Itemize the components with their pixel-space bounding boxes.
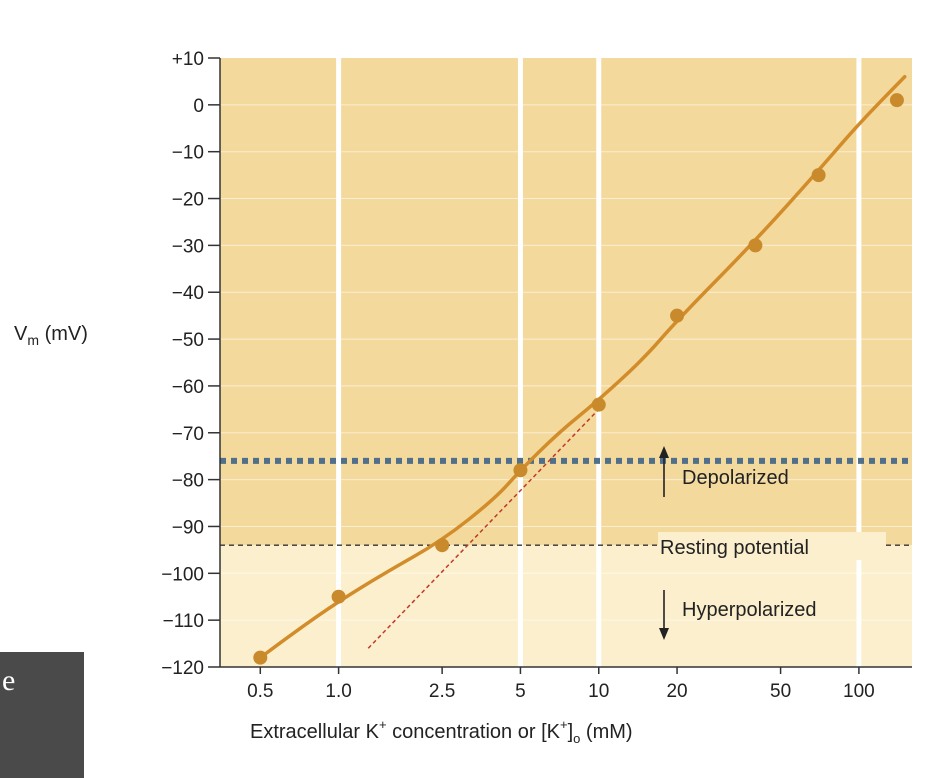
resting-label-bg [658, 532, 886, 560]
y-axis-title: Vm (mV) [14, 323, 88, 348]
y-tick-label: −90 [172, 517, 204, 538]
corner-text: e [2, 664, 16, 697]
data-point [331, 589, 346, 604]
up-arrowhead [659, 446, 669, 458]
y-tick-label: −10 [172, 143, 204, 164]
resting-potential-label: Resting potential [660, 537, 809, 559]
hyperpolarized-label: Hyperpolarized [682, 599, 817, 621]
y-tick-label: −50 [172, 330, 204, 351]
corner-panel: e [0, 652, 84, 778]
y-tick-label: −40 [172, 283, 204, 304]
data-point [591, 397, 606, 412]
x-tick-label: 10 [588, 681, 609, 702]
y-tick-label: −80 [172, 471, 204, 492]
y-tick-label: −30 [172, 236, 204, 257]
x-axis-title: Extracellular K+ concentration or [K+]o … [250, 717, 633, 746]
y-tick-label: +10 [172, 49, 204, 70]
x-tick-label: 0.5 [247, 681, 273, 702]
y-tick-label: −120 [161, 658, 204, 679]
data-point [253, 650, 268, 665]
x-tick-label: 20 [666, 681, 687, 702]
data-point [748, 238, 763, 253]
y-tick-label: −110 [163, 611, 204, 632]
series-layer [253, 74, 907, 665]
y-tick-label: 0 [193, 96, 204, 117]
grid-lines [220, 58, 912, 667]
data-point [513, 463, 528, 478]
plot-background [220, 58, 912, 667]
data-point [811, 168, 826, 183]
down-arrowhead [659, 628, 669, 640]
axes: +10 0 −10 −20 −30 −40 −50 −60 −70 −80 −90 −100 −110 −… [161, 49, 912, 702]
y-tick-label: −60 [172, 377, 204, 398]
y-tick-label: −70 [172, 424, 204, 445]
y-tick-label: −20 [172, 190, 204, 211]
x-tick-label: 2.5 [429, 681, 455, 702]
data-point [670, 308, 685, 323]
x-tick-label: 5 [515, 681, 526, 702]
upper-region [220, 58, 912, 546]
nernst-slope-line [367, 408, 600, 649]
data-point [435, 538, 450, 553]
depolarized-label: Depolarized [682, 467, 789, 489]
x-tick-label: 100 [843, 681, 875, 702]
region-labels: Depolarized Resting potential Hyperpolariz… [658, 446, 886, 640]
data-point [889, 93, 904, 108]
y-tick-label: −100 [161, 564, 204, 585]
x-tick-label: 1.0 [325, 681, 351, 702]
x-tick-label: 50 [770, 681, 791, 702]
